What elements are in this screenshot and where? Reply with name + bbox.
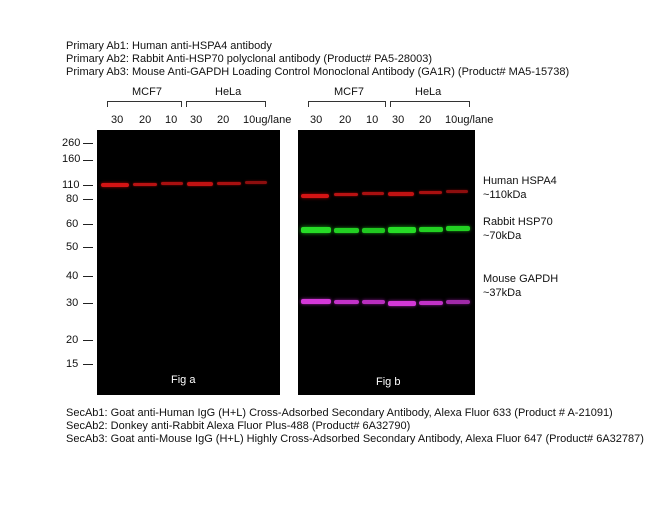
hspa4-band-b-4 [388,192,414,196]
band-label-hspa4-size: ~110kDa [483,189,527,201]
lane-label-a-5: 20 [217,114,230,126]
lane-label-b-3: 10 [366,114,379,126]
marker-30: 30 [66,297,79,309]
marker-15: 15 [66,358,79,370]
hsp70-band-b-6 [446,226,470,231]
bracket-mcf7-a [107,101,182,107]
marker-tick-40 [83,276,93,277]
lane-label-b-4: 30 [392,114,405,126]
primary-ab1: Primary Ab1: Human anti-HSPA4 antibody [66,40,272,52]
marker-tick-110 [83,185,93,186]
band-label-gapdh-size: ~37kDa [483,287,522,299]
lane-label-a-4: 30 [190,114,203,126]
marker-tick-160 [83,160,93,161]
hspa4-band-b-3 [362,192,384,195]
marker-tick-50 [83,247,93,248]
gapdh-band-b-3 [362,300,385,304]
hsp70-band-b-2 [334,228,359,233]
group-mcf7-a: MCF7 [132,86,162,98]
marker-tick-15 [83,364,93,365]
marker-tick-260 [83,143,93,144]
bracket-mcf7-b [308,101,386,107]
marker-tick-30 [83,303,93,304]
hsp70-band-b-1 [301,227,331,233]
secondary-ab2: SecAb2: Donkey anti-Rabbit Alexa Fluor P… [66,420,411,432]
lane-label-b-6: 10ug/lane [445,114,494,126]
lane-label-b-5: 20 [419,114,432,126]
gapdh-band-b-6 [446,300,470,304]
marker-160: 160 [62,153,81,165]
marker-tick-60 [83,224,93,225]
lane-label-b-2: 20 [339,114,352,126]
bracket-hela-a [186,101,266,107]
marker-80: 80 [66,193,79,205]
hspa4-band-a-5 [217,182,241,185]
band-label-hsp70-size: ~70kDa [483,230,522,242]
lane-label-b-1: 30 [310,114,323,126]
marker-tick-20 [83,340,93,341]
fig-a-label: Fig a [171,374,196,386]
gapdh-band-b-5 [419,301,443,305]
hspa4-band-a-6 [245,181,267,184]
hspa4-band-a-4 [187,182,213,186]
marker-20: 20 [66,334,79,346]
hspa4-band-b-1 [301,194,329,198]
lane-label-a-2: 20 [139,114,152,126]
band-label-hsp70-name: Rabbit HSP70 [483,216,553,228]
secondary-ab1: SecAb1: Goat anti-Human IgG (H+L) Cross-… [66,407,613,419]
lane-label-a-6: 10ug/lane [243,114,292,126]
hspa4-band-b-2 [334,193,358,196]
lane-label-a-3: 10 [165,114,178,126]
hspa4-band-a-2 [133,183,157,186]
hspa4-band-b-5 [419,191,442,194]
marker-50: 50 [66,241,79,253]
band-label-gapdh-name: Mouse GAPDH [483,273,559,285]
primary-ab3: Primary Ab3: Mouse Anti-GAPDH Loading Co… [66,66,570,78]
blot-panel-b: Fig b [298,130,475,395]
gapdh-band-b-4 [388,301,416,306]
bracket-hela-b [390,101,470,107]
hsp70-band-b-5 [419,227,443,232]
hsp70-band-b-3 [362,228,385,233]
secondary-ab3: SecAb3: Goat anti-Mouse IgG (H+L) Highly… [66,433,644,445]
band-label-hspa4-name: Human HSPA4 [483,175,557,187]
gapdh-band-b-1 [301,299,331,304]
lane-label-a-1: 30 [111,114,124,126]
gapdh-band-b-2 [334,300,359,304]
marker-60: 60 [66,218,79,230]
blot-panel-a: Fig a [97,130,280,395]
group-mcf7-b: MCF7 [334,86,364,98]
hspa4-band-a-1 [101,183,129,187]
hsp70-band-b-4 [388,227,416,233]
group-hela-b: HeLa [415,86,442,98]
marker-40: 40 [66,270,79,282]
marker-tick-80 [83,199,93,200]
marker-260: 260 [62,137,81,149]
hspa4-band-b-6 [446,190,468,193]
primary-ab2: Primary Ab2: Rabbit Anti-HSP70 polyclona… [66,53,433,65]
marker-110: 110 [62,179,80,191]
group-hela-a: HeLa [215,86,242,98]
fig-b-label: Fig b [376,376,401,388]
hspa4-band-a-3 [161,182,183,185]
